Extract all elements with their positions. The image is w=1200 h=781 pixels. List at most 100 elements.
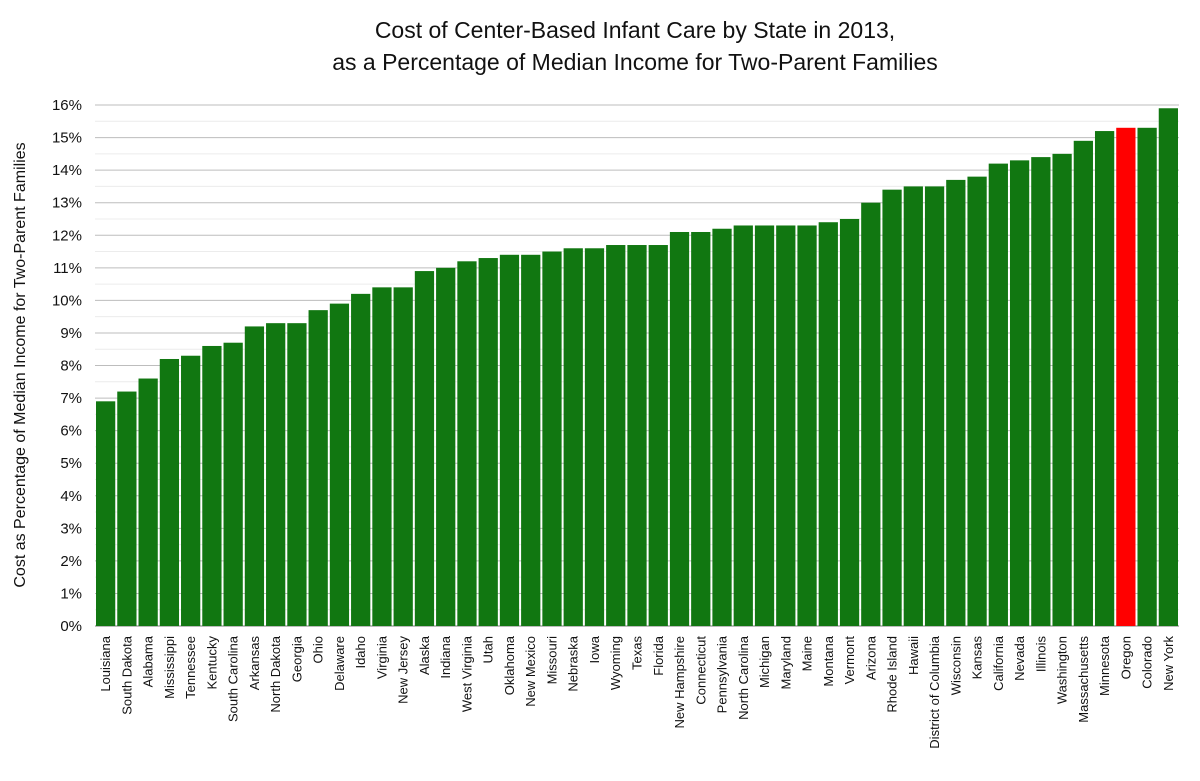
- x-tick-label: Missouri: [544, 636, 559, 685]
- bar-alaska: [414, 271, 435, 626]
- x-tick-label: Georgia: [289, 635, 304, 682]
- x-tick-label: New Mexico: [523, 636, 538, 707]
- x-tick-label: Nebraska: [566, 635, 581, 691]
- y-tick-label: 9%: [60, 325, 82, 342]
- bar-north-carolina: [733, 225, 753, 626]
- y-tick-label: 10%: [52, 292, 82, 309]
- bar-rhode-island: [882, 189, 902, 626]
- bar-montana: [818, 222, 838, 626]
- bar-oklahoma: [499, 254, 520, 626]
- x-tick-label: Connecticut: [693, 636, 708, 705]
- bar-illinois: [1031, 157, 1051, 626]
- x-tick-label: Kentucky: [204, 636, 219, 690]
- y-tick-label: 4%: [60, 488, 82, 505]
- y-tick-label: 14%: [52, 162, 82, 179]
- x-tick-label: Rhode Island: [885, 636, 900, 713]
- x-tick-label: Oregon: [1118, 636, 1133, 679]
- x-tick-label: Mississippi: [162, 636, 177, 699]
- y-tick-label: 12%: [52, 227, 82, 244]
- y-tick-label: 7%: [60, 390, 82, 407]
- x-tick-label: Virginia: [374, 635, 389, 679]
- y-axis-ticks: 0% 1% 2% 3% 4% 5% 6% 7% 8% 9% 10% 11% 12% 13% 14% 15% 16…: [52, 97, 82, 635]
- bar-iowa: [584, 248, 605, 626]
- bar-georgia: [287, 323, 307, 626]
- bar-louisiana: [96, 401, 116, 626]
- bar-maine: [797, 225, 817, 626]
- x-tick-label: Texas: [630, 636, 645, 670]
- x-tick-label: New Jersey: [396, 636, 411, 704]
- y-tick-label: 1%: [60, 585, 82, 602]
- bar-wisconsin: [946, 179, 966, 627]
- bar-kentucky: [202, 345, 222, 626]
- y-tick-label: 11%: [53, 260, 82, 277]
- bar-connecticut: [691, 231, 711, 626]
- bar-idaho: [351, 293, 371, 626]
- bar-utah: [478, 258, 498, 626]
- y-tick-label: 15%: [52, 130, 82, 147]
- bar-colorado: [1137, 127, 1157, 626]
- chart-title-line-1: Cost of Center-Based Infant Care by Stat…: [374, 17, 896, 43]
- bar-california: [988, 163, 1008, 627]
- x-tick-label: Kansas: [970, 636, 985, 680]
- bar-alabama: [138, 378, 158, 626]
- chart-title: Cost of Center-Based Infant Care by Stat…: [0, 14, 1200, 78]
- bar-michigan: [754, 225, 775, 626]
- x-tick-label: Illinois: [1033, 636, 1048, 673]
- x-tick-label: Oklahoma: [502, 635, 517, 695]
- x-tick-label: Florida: [651, 635, 666, 676]
- x-tick-label: North Carolina: [736, 635, 751, 720]
- x-tick-label: Delaware: [332, 636, 347, 691]
- bar-south-carolina: [223, 342, 243, 626]
- bar-west-virginia: [457, 261, 477, 626]
- y-tick-label: 16%: [52, 97, 82, 114]
- x-tick-label: California: [991, 635, 1006, 691]
- x-tick-label: Massachusetts: [1076, 636, 1091, 723]
- bar-new-hampshire: [669, 231, 690, 626]
- bar-minnesota: [1094, 131, 1115, 627]
- bar-delaware: [329, 303, 350, 626]
- x-tick-label: Alaska: [417, 635, 432, 675]
- bars: [96, 108, 1178, 627]
- x-axis-category-labels: Louisiana South Dakota Alabama Mississippi T…: [98, 635, 1176, 748]
- bar-virginia: [372, 287, 392, 626]
- x-tick-label: Arizona: [863, 635, 878, 680]
- bar-maryland: [776, 225, 796, 626]
- bar-vermont: [839, 218, 860, 626]
- x-tick-label: Wyoming: [608, 636, 623, 690]
- x-tick-label: Hawaii: [906, 636, 921, 675]
- y-tick-label: 6%: [60, 423, 82, 440]
- chart-title-line-2: as a Percentage of Median Income for Two…: [332, 49, 938, 75]
- bar-texas: [627, 245, 647, 627]
- y-axis-title: Cost as Percentage of Median Income for …: [12, 142, 29, 587]
- bar-district-of-columbia: [924, 186, 945, 626]
- x-tick-label: Pennsylvania: [715, 635, 730, 713]
- bar-south-dakota: [117, 391, 137, 626]
- bar-indiana: [436, 267, 456, 626]
- bar-oregon: [1116, 127, 1136, 626]
- bar-kansas: [967, 176, 987, 626]
- bar-mississippi: [159, 358, 180, 626]
- x-tick-label: Michigan: [757, 636, 772, 688]
- bar-tennessee: [181, 355, 201, 626]
- x-tick-label: Ohio: [311, 636, 326, 663]
- x-tick-label: Washington: [1055, 636, 1070, 704]
- y-tick-label: 2%: [60, 553, 82, 570]
- x-tick-label: Louisiana: [98, 635, 113, 691]
- x-tick-label: New York: [1161, 636, 1176, 691]
- bar-washington: [1052, 153, 1072, 626]
- bar-north-dakota: [266, 323, 286, 626]
- x-tick-label: Arkansas: [247, 636, 262, 691]
- x-tick-label: South Carolina: [226, 635, 241, 722]
- bar-florida: [648, 245, 668, 627]
- x-tick-label: Idaho: [353, 636, 368, 669]
- y-tick-label: 8%: [60, 358, 82, 375]
- x-tick-label: North Dakota: [268, 635, 283, 712]
- bar-missouri: [542, 251, 562, 626]
- x-tick-label: Maryland: [778, 636, 793, 689]
- bar-ohio: [308, 310, 328, 626]
- x-tick-label: Colorado: [1140, 636, 1155, 689]
- bar-arkansas: [244, 326, 265, 626]
- bar-pennsylvania: [712, 228, 732, 627]
- x-tick-label: Vermont: [842, 636, 857, 685]
